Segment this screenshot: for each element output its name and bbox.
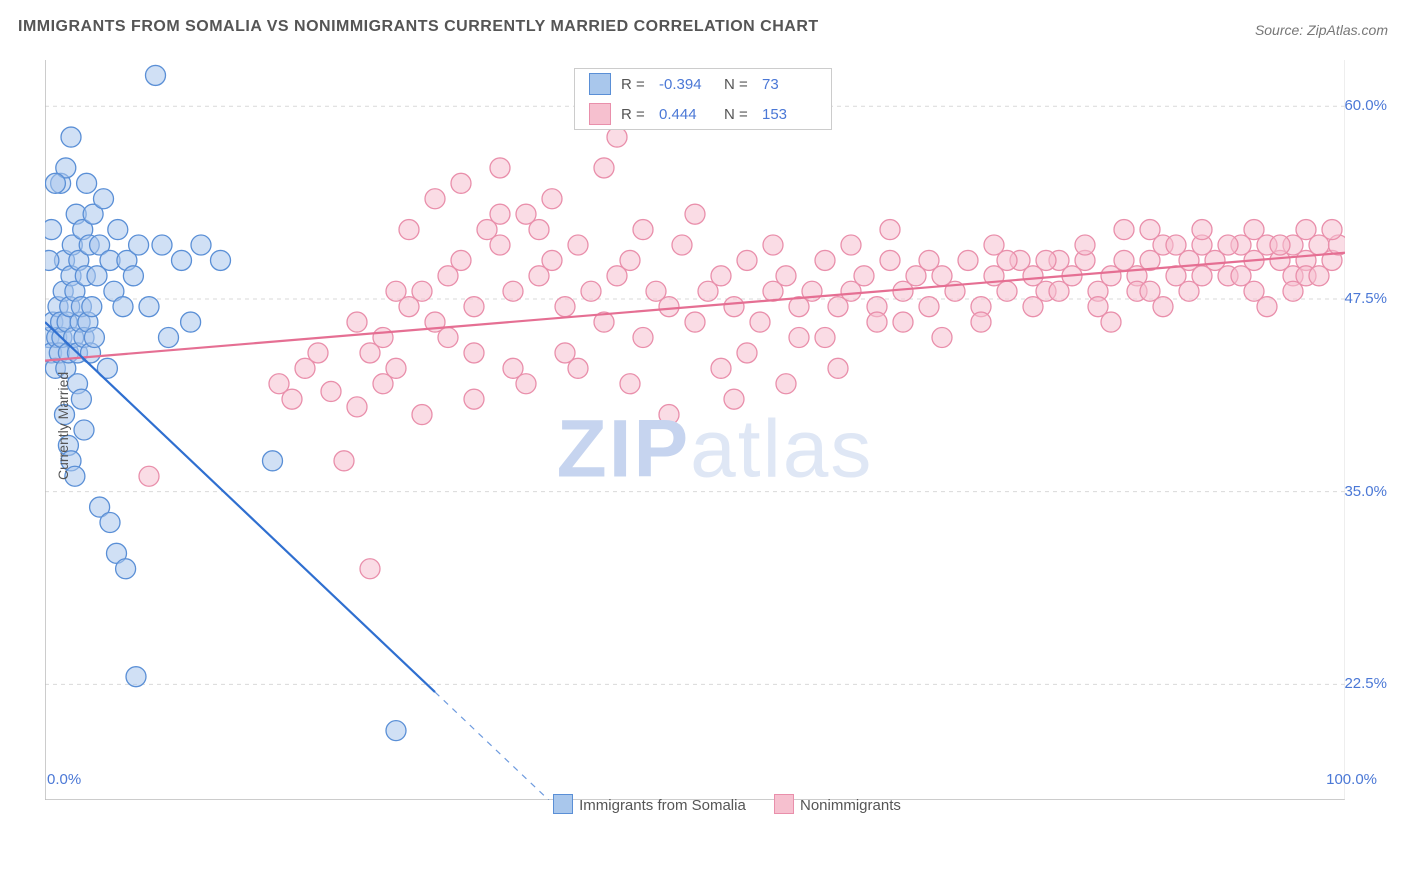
stats-row-pink: R =0.444 N =153 [575,99,831,129]
chart-area: Currently Married ZIPatlas 0.0% 100.0% I… [45,60,1385,820]
legend-label-blue: Immigrants from Somalia [579,797,746,814]
stats-swatch-blue [589,73,611,95]
y-tick: 22.5% [1344,675,1387,692]
y-tick: 47.5% [1344,290,1387,307]
x-tick-min: 0.0% [47,771,81,788]
stats-legend: R =-0.394 N =73 R =0.444 N =153 [574,68,832,130]
y-axis-label: Currently Married [55,372,71,480]
y-tick: 35.0% [1344,483,1387,500]
scatter-plot [45,60,1345,800]
stats-swatch-pink [589,103,611,125]
bottom-legend: Immigrants from Somalia Nonimmigrants [45,794,1385,814]
y-tick: 60.0% [1344,97,1387,114]
stats-row-blue: R =-0.394 N =73 [575,69,831,99]
x-tick-max: 100.0% [1326,771,1377,788]
legend-swatch-blue [553,794,573,814]
source-credit: Source: ZipAtlas.com [1255,22,1388,38]
chart-title: IMMIGRANTS FROM SOMALIA VS NONIMMIGRANTS… [18,18,819,36]
legend-label-pink: Nonimmigrants [800,797,901,814]
legend-swatch-pink [774,794,794,814]
